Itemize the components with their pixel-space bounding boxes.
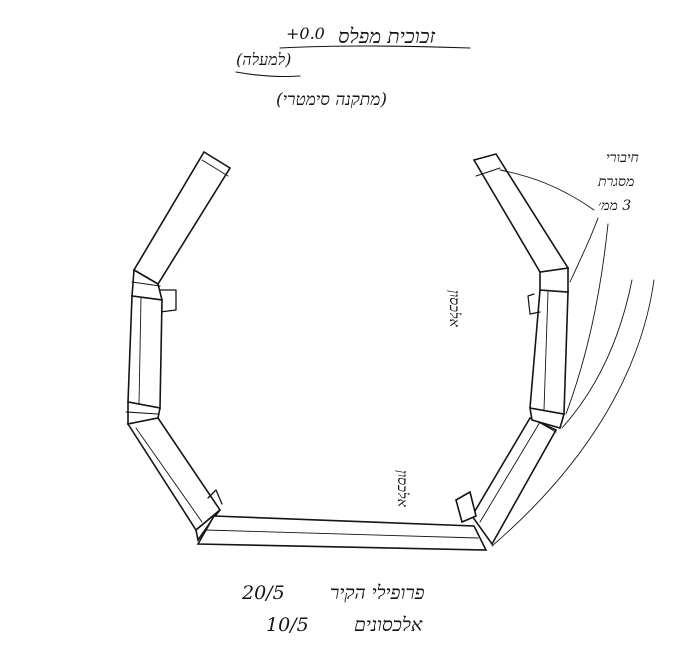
footer-row1-label: פרופילי הקיר [330,582,425,604]
symmetry-note: (מתקנה סימטרי) [276,90,387,110]
left-vertical-beam [127,295,163,409]
header-title: זכוכית מפלס [338,24,436,48]
footer-row2-value: 10/5 [266,614,309,636]
right-upper-beam [472,153,570,273]
leader-lines [491,169,655,547]
side-note-line-1: חיבורי [606,150,639,166]
right-lower-diagonal [455,416,558,546]
side-note-line-2: מסגרת [598,174,635,190]
left-lower-diagonal [126,417,222,532]
level-value: +0.0 [286,24,325,43]
right-lower-tag: אלכסון [394,470,410,507]
right-vertical-beam [529,289,569,415]
left-upper-beam [132,150,232,286]
footer-row2-label: אלכסונים [354,614,423,636]
header-subtitle: (למעלה) [236,50,292,69]
footer-row1-value: 20/5 [242,582,285,604]
right-upper-tag: אלכסון [446,290,462,327]
bottom-beam [196,515,488,551]
header-underlines [235,45,471,78]
side-note-line-3: 3 ממ׳ [598,198,632,214]
